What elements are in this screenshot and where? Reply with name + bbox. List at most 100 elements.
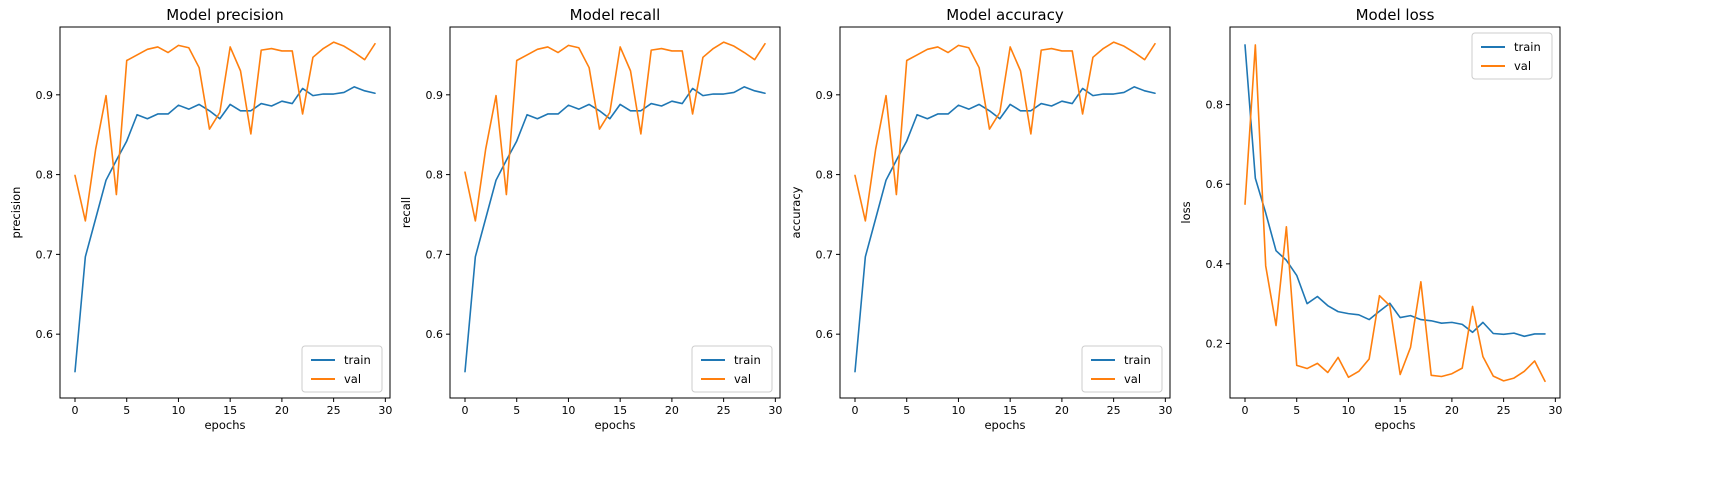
y-tick-label: 0.9 [426,89,444,102]
data-point-train [700,93,705,98]
data-point-val [1305,366,1310,371]
accuracy-chart: Model accuracy 0 5 10 15 20 25 30 0.6 0.7 0.8 0.9 ep… [789,6,1172,432]
data-point-train [1253,176,1258,181]
x-tick-label: 25 [717,404,731,417]
y-tick-label: 0.6 [426,328,444,341]
x-tick-label: 15 [1393,404,1407,417]
data-point-train [649,101,654,106]
data-point-val [1142,57,1147,62]
y-axis-label: loss [1179,201,1193,223]
data-point-train [362,88,367,93]
series-line-val [854,41,1156,222]
data-point-val [155,44,160,49]
data-point-val [238,68,243,73]
data-point-train [763,91,768,96]
data-point-train [1449,320,1454,325]
y-tick-label: 0.8 [816,169,834,182]
data-point-val [987,127,992,132]
data-point-val [1429,373,1434,378]
data-point-val [721,40,726,45]
x-axis-label: epochs [1374,418,1415,432]
data-point-train [248,108,253,113]
legend-label-val: val [344,372,361,386]
data-point-train [1522,334,1527,339]
data-point-train [1470,330,1475,335]
x-tick-label: 30 [1548,404,1562,417]
data-point-val [659,46,664,51]
data-point-val [504,192,509,197]
data-point-train [1408,313,1413,318]
recall-chart: Model recall 0 5 10 15 20 25 30 0.6 0.7 0.8 0.9 epoc… [399,6,782,432]
data-point-train [525,112,530,117]
x-tick-label: 10 [951,404,965,417]
plot-frame [839,26,1171,399]
data-point-val [700,55,705,60]
data-point-train [721,92,726,97]
y-tick-label: 0.6 [1206,178,1224,191]
data-point-val [1522,369,1527,374]
data-point-val [1090,55,1095,60]
data-point-train [659,103,664,108]
x-tick-label: 15 [613,404,627,417]
data-point-train [904,139,909,144]
data-point-train [1398,315,1403,320]
data-point-val [1049,46,1054,51]
series-line-val [74,41,376,222]
data-point-val [104,93,109,98]
data-point-val [1070,48,1075,53]
data-point-train [1142,88,1147,93]
data-point-val [494,93,499,98]
data-point-train [742,84,747,89]
legend-label-train: train [1124,353,1151,367]
data-point-train [535,116,540,121]
data-point-train [473,254,478,259]
data-point-val [1111,40,1116,45]
y-axis-label: accuracy [789,186,803,238]
data-point-train [1070,101,1075,106]
x-axis-label: epochs [204,418,245,432]
data-point-train [1367,317,1372,322]
x-tick-label: 5 [123,404,130,417]
data-point-val [321,46,326,51]
x-tick-label: 20 [275,404,289,417]
data-point-val [1439,374,1444,379]
x-tick-label: 30 [378,404,392,417]
data-point-train [1101,92,1106,97]
x-tick-label: 30 [768,404,782,417]
data-point-val [873,147,878,152]
x-tick-label: 10 [171,404,185,417]
data-point-val [1408,345,1413,350]
x-tick-label: 5 [903,404,910,417]
data-point-train [1080,86,1085,91]
legend: train val [1081,345,1163,393]
data-point-val [884,93,889,98]
data-point-val [341,44,346,49]
data-point-train [228,102,233,107]
data-point-val [1284,224,1289,229]
data-point-train [966,107,971,112]
data-point-train [1480,320,1485,325]
data-point-train [463,369,468,374]
data-point-train [104,178,109,183]
data-point-train [166,111,171,116]
data-point-val [680,48,685,53]
x-tick-label: 25 [1497,404,1511,417]
data-point-train [915,112,920,117]
y-axis-label: precision [9,187,23,239]
series-line-train [854,86,1156,373]
legend-label-val: val [1124,372,1141,386]
data-point-train [853,369,858,374]
data-point-train [1491,331,1496,336]
series-line-train [74,86,376,373]
data-point-train [1121,90,1126,95]
data-point-train [83,254,88,259]
data-point-val [863,218,868,223]
data-point-val [1470,304,1475,309]
data-point-train [207,108,212,113]
legend-label-val: val [1514,59,1531,73]
data-point-train [1532,331,1537,336]
data-point-val [186,45,191,50]
data-point-val [946,50,951,55]
data-point-val [300,111,305,116]
